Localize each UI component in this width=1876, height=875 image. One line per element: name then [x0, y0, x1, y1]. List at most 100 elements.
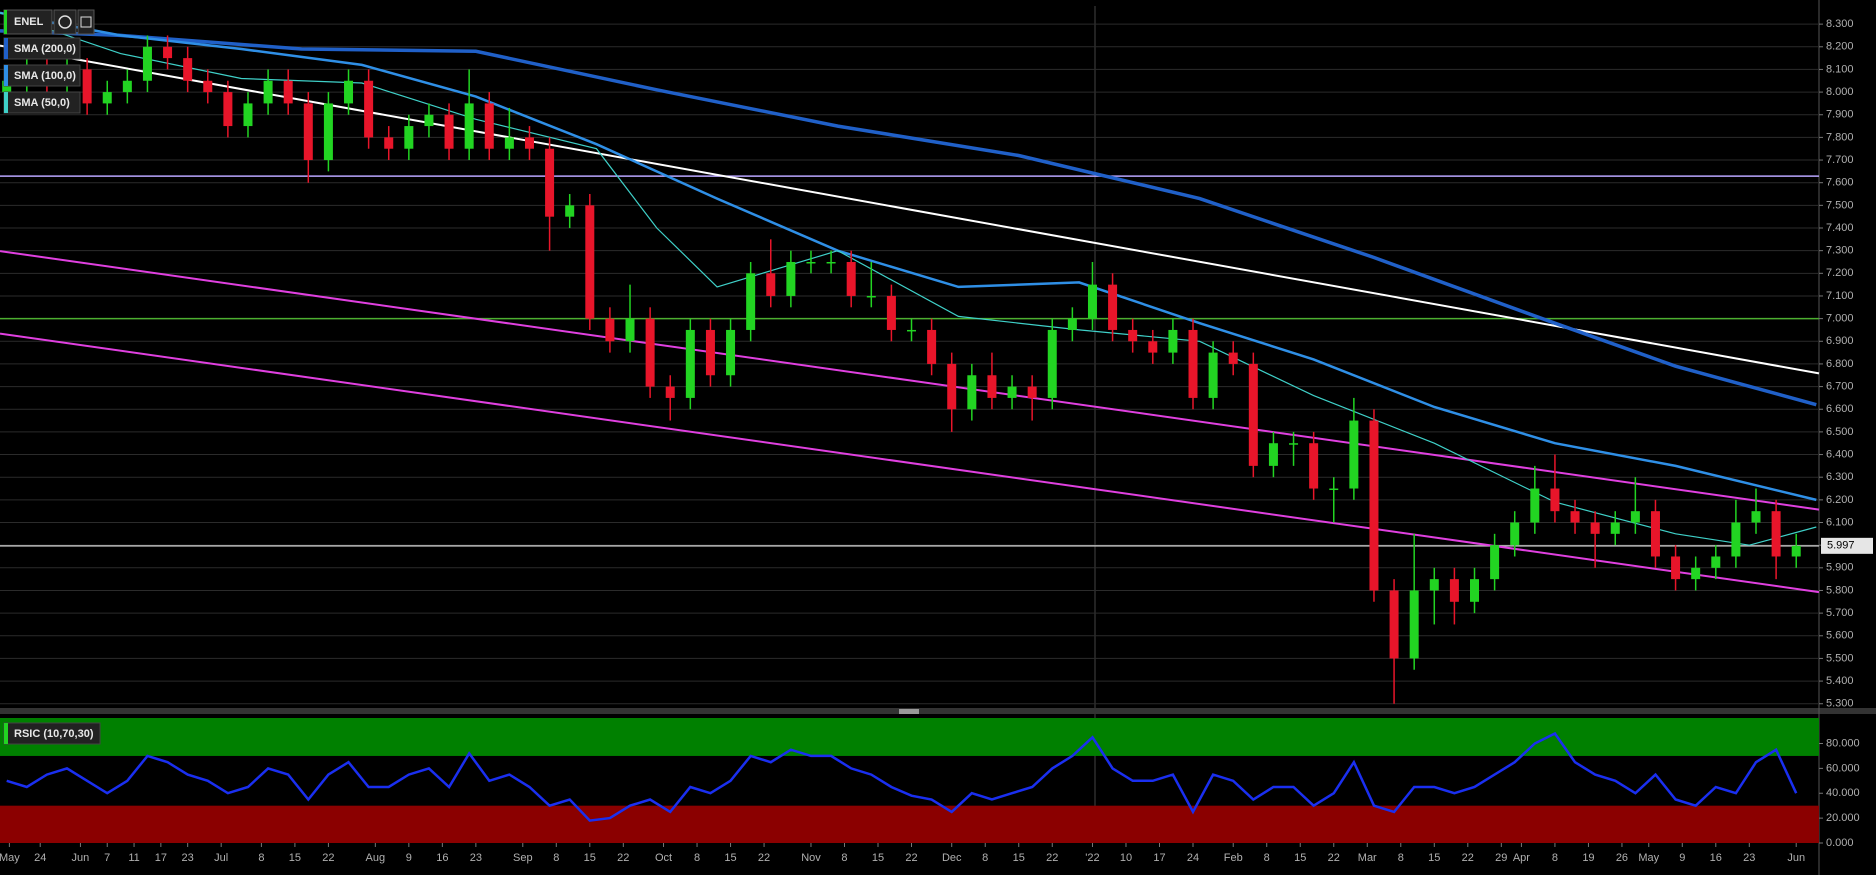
candle-body: [323, 103, 333, 161]
candle-body: [1630, 511, 1640, 523]
candle-body: [243, 103, 253, 127]
rsi-zone: [0, 718, 1819, 756]
candle-body: [1791, 545, 1801, 557]
y-tick-label: 6.900: [1826, 335, 1854, 347]
candle-body: [625, 318, 635, 342]
x-tick-label: 15: [584, 852, 596, 864]
candle-body: [444, 114, 454, 149]
x-tick-label: 15: [872, 852, 884, 864]
candle-body: [1590, 522, 1600, 534]
x-tick-label: 15: [724, 852, 736, 864]
settings-button[interactable]: [77, 9, 95, 35]
trendline: [0, 44, 1820, 375]
candle-body: [1208, 352, 1218, 398]
symbol-marker: [4, 10, 7, 34]
candle-body: [1671, 556, 1681, 580]
candle-body: [344, 80, 354, 104]
candle-body: [786, 261, 796, 296]
candle-body: [605, 318, 615, 342]
candle-body: [1449, 579, 1459, 602]
candle-body: [1087, 284, 1097, 319]
candle-body: [1429, 579, 1439, 591]
y-tick-label: 7.600: [1826, 177, 1854, 189]
y-tick-label: 7.700: [1826, 154, 1854, 166]
legend-label: SMA (50,0): [14, 97, 70, 109]
x-tick-label: May: [1638, 852, 1659, 864]
candle-body: [484, 103, 494, 149]
y-tick-label: 7.200: [1826, 267, 1854, 279]
x-tick-label: 8: [1398, 852, 1404, 864]
candle-body: [1228, 352, 1238, 364]
y-tick-label: 6.800: [1826, 358, 1854, 370]
x-tick-label: 17: [1153, 852, 1165, 864]
y-tick-label: 7.500: [1826, 199, 1854, 211]
candle-body: [223, 92, 233, 127]
y-tick-label: 7.400: [1826, 222, 1854, 234]
candle-body: [1289, 443, 1299, 445]
legend-label: SMA (200,0): [14, 43, 76, 55]
refresh-icon: [58, 15, 72, 29]
x-tick-label: Aug: [366, 852, 386, 864]
panel-divider-handle[interactable]: [899, 709, 919, 714]
x-tick-label: 22: [322, 852, 334, 864]
y-tick-label: 6.200: [1826, 494, 1854, 506]
x-tick-label: 22: [1046, 852, 1058, 864]
y-tick-label: 5.700: [1826, 607, 1854, 619]
symbol-label: ENEL: [14, 16, 44, 28]
y-tick-label: 7.000: [1826, 313, 1854, 325]
candle-body: [967, 375, 977, 410]
x-tick-label: 15: [1428, 852, 1440, 864]
y-tick-label: 6.100: [1826, 516, 1854, 528]
last-price-label: 5.997: [1827, 540, 1855, 552]
x-tick-label: 26: [1616, 852, 1628, 864]
x-tick-label: 8: [841, 852, 847, 864]
candle-body: [907, 329, 917, 332]
candle-body: [1711, 556, 1721, 568]
candle-body: [1248, 363, 1258, 466]
trendline: [0, 332, 1820, 594]
y-tick-label: 6.400: [1826, 448, 1854, 460]
x-tick-label: '22: [1085, 852, 1099, 864]
candle-body: [766, 273, 776, 296]
candle-body: [1691, 567, 1701, 580]
x-tick-label: 22: [1462, 852, 1474, 864]
symbol-box[interactable]: [3, 9, 53, 35]
y-tick-label: 40.000: [1826, 787, 1860, 799]
x-tick-label: Sep: [513, 852, 533, 864]
x-tick-label: 11: [128, 852, 139, 864]
x-tick-label: 24: [34, 852, 46, 864]
legend-swatch: [4, 65, 8, 86]
candle-body: [665, 386, 675, 398]
x-tick-label: 22: [758, 852, 770, 864]
x-tick-label: 8: [553, 852, 559, 864]
x-tick-label: 16: [436, 852, 448, 864]
x-tick-label: 22: [617, 852, 629, 864]
y-tick-label: 8.200: [1826, 41, 1854, 53]
x-tick-label: 15: [289, 852, 301, 864]
y-tick-label: 5.500: [1826, 652, 1854, 664]
y-tick-label: 6.300: [1826, 471, 1854, 483]
candle-body: [142, 46, 152, 81]
y-tick-label: 60.000: [1826, 762, 1860, 774]
y-tick-label: 0.000: [1826, 837, 1854, 849]
candle-body: [1329, 488, 1339, 491]
rsi-line: [6, 731, 1798, 822]
x-tick-label: 23: [470, 852, 482, 864]
candle-body: [746, 273, 756, 330]
y-tick-label: 5.800: [1826, 584, 1854, 596]
refresh-button[interactable]: [53, 9, 77, 35]
candle-body: [364, 80, 374, 138]
y-tick-label: 8.300: [1826, 18, 1854, 30]
candle-body: [183, 58, 193, 81]
x-tick-label: 19: [1582, 852, 1594, 864]
x-tick-label: 8: [694, 852, 700, 864]
candle-body: [122, 80, 132, 93]
x-tick-label: Oct: [655, 852, 672, 864]
x-tick-label: Nov: [801, 852, 821, 864]
candle-body: [1610, 522, 1620, 534]
x-tick-label: Mar: [1358, 852, 1377, 864]
x-tick-label: 23: [1743, 852, 1755, 864]
candle-body: [1168, 329, 1178, 353]
